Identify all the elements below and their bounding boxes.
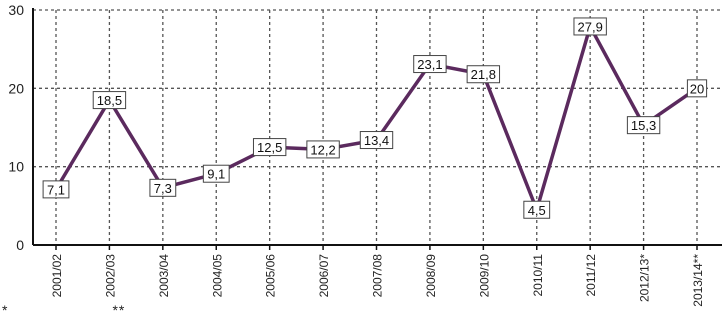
data-label: 7,1: [47, 182, 65, 197]
data-label-box: [42, 180, 70, 199]
y-tick-label: 10: [8, 159, 24, 175]
data-label-box: [306, 140, 340, 159]
data-label-box: [252, 138, 287, 157]
x-tick-label: 2004/05: [210, 254, 224, 298]
data-label: 27,9: [578, 19, 603, 34]
data-label-box: [359, 131, 394, 150]
footnote-markers: * **: [2, 302, 125, 318]
x-tick-label: 2002/03: [103, 254, 117, 298]
y-tick-label: 0: [16, 237, 24, 253]
x-tick-label: 2009/10: [477, 254, 491, 298]
x-tick-label: 2012/13*: [638, 254, 652, 302]
y-tick-label: 30: [8, 2, 24, 18]
footnote-single-asterisk: *: [2, 302, 9, 318]
x-tick-label: 2007/08: [371, 254, 385, 298]
x-tick-label: 2006/07: [317, 254, 331, 298]
data-label: 15,3: [631, 118, 656, 133]
data-label: 4,5: [528, 203, 546, 218]
data-label: 12,5: [257, 140, 282, 155]
data-label: 13,4: [364, 133, 389, 148]
x-tick-label: 2011/12: [584, 254, 598, 297]
data-label: 20: [690, 81, 704, 96]
data-label: 9,1: [207, 167, 225, 182]
data-label: 21,8: [471, 67, 496, 82]
data-label-box: [202, 164, 230, 183]
x-tick-label: 2008/09: [424, 254, 438, 298]
x-tick-label: 2001/02: [50, 254, 64, 298]
data-label: 7,3: [154, 181, 172, 196]
footnote-double-asterisk: **: [112, 302, 126, 318]
data-label: 23,1: [417, 57, 442, 72]
y-tick-label: 20: [8, 80, 24, 96]
data-label-box: [626, 116, 661, 135]
data-label-box: [149, 178, 177, 197]
data-label-box: [686, 79, 708, 98]
data-label: 18,5: [97, 93, 122, 108]
data-label-box: [466, 65, 501, 84]
data-label: 12,2: [310, 142, 335, 157]
x-tick-label: 2013/14**: [691, 254, 705, 307]
x-tick-label: 2010/11: [531, 254, 545, 297]
data-label-box: [573, 17, 607, 36]
x-tick-label: 2005/06: [264, 254, 278, 298]
data-label-box: [92, 91, 127, 110]
data-label-box: [523, 200, 551, 219]
x-tick-label: 2003/04: [157, 254, 171, 298]
data-label-box: [413, 55, 447, 74]
